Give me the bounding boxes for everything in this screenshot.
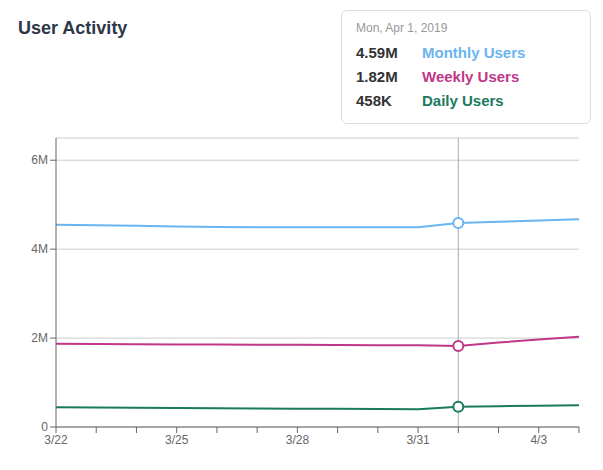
html-text:Weekly Users: Weekly Users	[422, 68, 520, 85]
svg-text:3/31: 3/31	[406, 433, 430, 447]
svg-text:3/22: 3/22	[44, 433, 68, 447]
svg-text:3/28: 3/28	[286, 433, 310, 447]
svg-text:3/25: 3/25	[165, 433, 189, 447]
html-text:Mon, Apr 1, 2019: Mon, Apr 1, 2019	[356, 21, 448, 35]
svg-text:4/3: 4/3	[530, 433, 547, 447]
html-text:Daily Users: Daily Users	[422, 92, 504, 109]
html-text:458K: 458K	[356, 92, 392, 109]
svg-text:0: 0	[41, 420, 48, 434]
html-text:User Activity: User Activity	[18, 18, 128, 38]
html-text:1.82M: 1.82M	[356, 68, 398, 85]
svg-text:4M: 4M	[31, 242, 48, 256]
svg-text:6M: 6M	[31, 153, 48, 167]
html-text:4.59M: 4.59M	[356, 44, 398, 61]
html-text:Monthly Users: Monthly Users	[422, 44, 526, 61]
svg-text:2M: 2M	[31, 331, 48, 345]
